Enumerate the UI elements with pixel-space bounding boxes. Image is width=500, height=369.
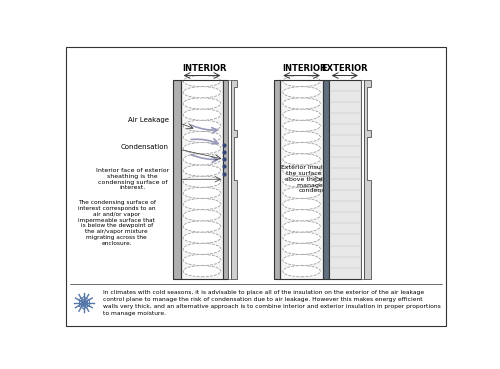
- Text: The condensing surface of
interest corresponds to an
air and/or vapor
impermeabl: The condensing surface of interest corre…: [78, 200, 156, 246]
- Text: In climates with cold seasons, it is advisable to place all of the insulation on: In climates with cold seasons, it is adv…: [103, 290, 441, 316]
- Bar: [224, 80, 228, 279]
- Ellipse shape: [183, 232, 221, 243]
- Ellipse shape: [183, 221, 221, 232]
- Ellipse shape: [183, 254, 221, 266]
- Ellipse shape: [283, 154, 321, 165]
- Bar: [280, 80, 323, 279]
- Ellipse shape: [283, 243, 321, 254]
- Bar: [173, 80, 180, 279]
- Bar: [328, 80, 361, 279]
- Polygon shape: [364, 80, 370, 279]
- Ellipse shape: [283, 76, 321, 87]
- Ellipse shape: [183, 210, 221, 221]
- Ellipse shape: [283, 254, 321, 266]
- Ellipse shape: [283, 98, 321, 109]
- Ellipse shape: [183, 199, 221, 210]
- Bar: [180, 80, 224, 279]
- Ellipse shape: [283, 232, 321, 243]
- Bar: [323, 80, 328, 279]
- Ellipse shape: [183, 142, 221, 154]
- Ellipse shape: [283, 221, 321, 232]
- Text: EXTERIOR: EXTERIOR: [322, 64, 368, 73]
- Bar: [361, 80, 364, 279]
- Ellipse shape: [283, 187, 321, 199]
- Ellipse shape: [283, 199, 321, 210]
- Ellipse shape: [183, 154, 221, 165]
- Ellipse shape: [283, 109, 321, 120]
- Bar: [280, 80, 323, 279]
- Ellipse shape: [283, 131, 321, 142]
- Ellipse shape: [183, 131, 221, 142]
- Ellipse shape: [183, 187, 221, 199]
- Ellipse shape: [283, 176, 321, 187]
- Text: Exterior insulation keeps
the surface of interest
above the dewpoint to
manage r: Exterior insulation keeps the surface of…: [282, 165, 360, 193]
- Ellipse shape: [183, 176, 221, 187]
- Bar: [274, 80, 280, 279]
- Ellipse shape: [283, 165, 321, 176]
- Ellipse shape: [183, 76, 221, 87]
- Ellipse shape: [183, 165, 221, 176]
- Ellipse shape: [283, 266, 321, 277]
- Ellipse shape: [283, 210, 321, 221]
- Ellipse shape: [183, 109, 221, 120]
- Bar: [180, 80, 224, 279]
- Ellipse shape: [183, 243, 221, 254]
- Text: Condensation: Condensation: [121, 144, 169, 151]
- Ellipse shape: [283, 120, 321, 131]
- Ellipse shape: [183, 98, 221, 109]
- Text: INTERIOR: INTERIOR: [182, 64, 227, 73]
- Ellipse shape: [183, 120, 221, 131]
- Text: Air Leakage: Air Leakage: [128, 117, 169, 123]
- Text: INTERIOR: INTERIOR: [282, 64, 327, 73]
- Bar: [228, 80, 232, 279]
- Polygon shape: [232, 80, 237, 279]
- Ellipse shape: [283, 87, 321, 98]
- Ellipse shape: [183, 87, 221, 98]
- Ellipse shape: [283, 142, 321, 154]
- Text: Interior face of exterior
sheathing is the
condensing surface of
interest.: Interior face of exterior sheathing is t…: [96, 168, 169, 190]
- Ellipse shape: [183, 266, 221, 277]
